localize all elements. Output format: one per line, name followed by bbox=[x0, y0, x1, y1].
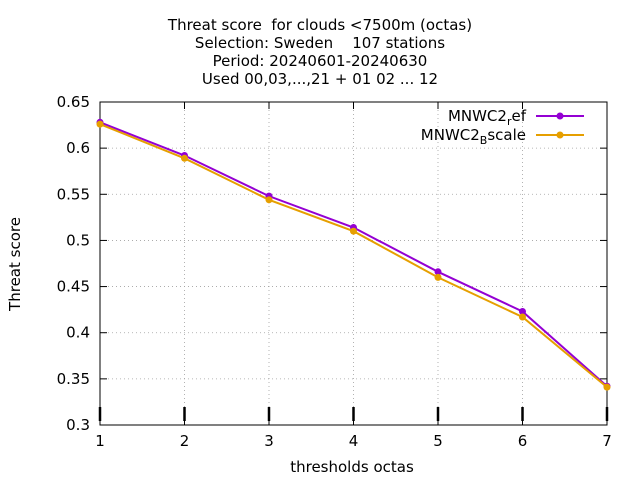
y-tick-label: 0.35 bbox=[57, 370, 90, 388]
y-tick-label: 0.45 bbox=[57, 278, 90, 296]
x-tick-label: 7 bbox=[602, 432, 612, 450]
plot-border bbox=[99, 101, 608, 426]
y-tick-label: 0.6 bbox=[66, 139, 90, 157]
data-point bbox=[603, 383, 611, 391]
data-point bbox=[350, 227, 357, 235]
x-tick-label: 3 bbox=[264, 432, 274, 450]
y-tick-label: 0.55 bbox=[57, 185, 90, 203]
axes bbox=[98, 101, 609, 426]
y-tick-label: 0.4 bbox=[66, 324, 90, 342]
x-tick-label: 6 bbox=[518, 432, 528, 450]
grid-lines bbox=[100, 102, 607, 425]
legend-label-1: MNWC2Bscale bbox=[421, 126, 526, 147]
y-tick-label: 0.3 bbox=[66, 416, 90, 434]
data-point bbox=[96, 120, 104, 128]
tick-labels: 0.3 0.35 0.4 0.45 0.5 0.55 0.6 0.65 1 2 3 4 5 6 7 bbox=[57, 93, 612, 450]
y-tick-label: 0.65 bbox=[57, 93, 90, 111]
series-line-1 bbox=[99, 123, 608, 388]
x-tick-label: 5 bbox=[433, 432, 443, 450]
x-tick-label: 2 bbox=[180, 432, 190, 450]
chart-title-line-4: Used 00,03,...,21 + 01 02 ... 12 bbox=[201, 70, 439, 88]
chart-title-line-3: Period: 20240601-20240630 bbox=[212, 52, 428, 70]
y-axis-label: Threat score bbox=[6, 217, 24, 312]
data-point bbox=[434, 268, 442, 276]
legend-swatch-point-1 bbox=[556, 131, 564, 139]
x-tick-label: 4 bbox=[349, 432, 359, 450]
legend-label-0: MNWC2ref bbox=[448, 107, 527, 128]
series-group bbox=[96, 118, 611, 391]
data-point bbox=[434, 273, 442, 281]
x-tick-label: 1 bbox=[95, 432, 105, 450]
chart-title-line-1: Threat score for clouds <7500m (octas) bbox=[167, 16, 473, 34]
data-point bbox=[519, 313, 526, 321]
data-point bbox=[519, 307, 526, 315]
y-tick-label: 0.5 bbox=[66, 231, 90, 249]
legend-swatch-point-0 bbox=[556, 112, 564, 120]
x-axis-label: thresholds octas bbox=[290, 458, 414, 476]
chart-title-line-2: Selection: Sweden 107 stations bbox=[194, 34, 446, 52]
data-point bbox=[181, 154, 188, 162]
data-point bbox=[265, 196, 273, 204]
